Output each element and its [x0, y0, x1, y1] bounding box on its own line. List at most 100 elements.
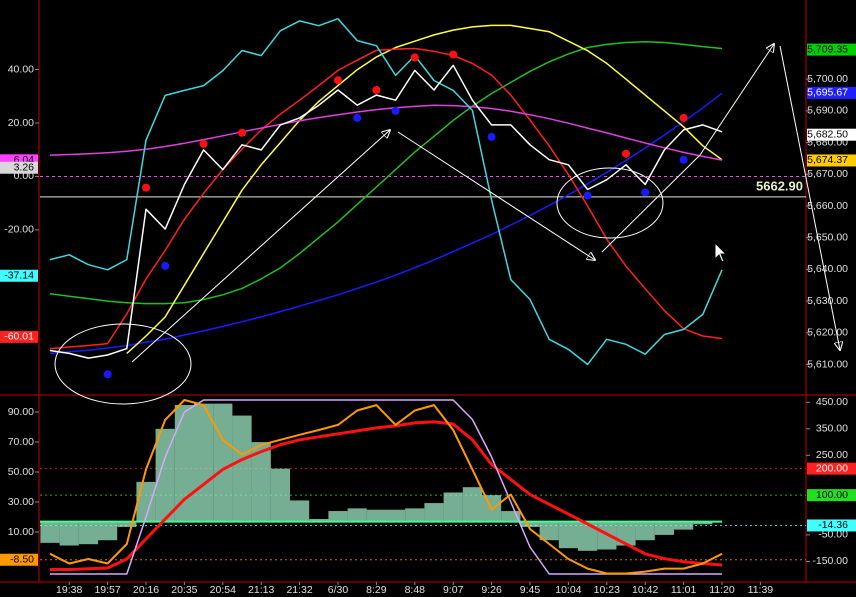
histogram-bar — [693, 521, 713, 525]
value-badge — [0, 330, 38, 343]
series-line — [49, 92, 723, 355]
x-tick-label: 10:23 — [594, 584, 620, 596]
tick-label: 5,670.00 — [807, 168, 848, 180]
value-badge — [0, 553, 38, 566]
badge-label: 100.00 — [816, 489, 848, 501]
marker-dot — [161, 261, 170, 270]
x-tick-label: 20:16 — [133, 584, 159, 596]
badge-label: -37.14 — [4, 270, 34, 282]
histogram-bar — [578, 521, 598, 551]
histogram-bar — [462, 487, 482, 522]
series-line — [49, 17, 723, 366]
level-label: 5662.90 — [756, 178, 803, 193]
x-tick-label: 21:13 — [248, 584, 274, 596]
tick-label: 20.00 — [8, 117, 34, 129]
value-badge — [807, 43, 856, 56]
x-tick-label: 10:04 — [555, 584, 581, 596]
histogram-bar — [194, 403, 214, 522]
histogram-bar — [232, 415, 252, 522]
histogram-bar — [347, 508, 367, 522]
x-tick-label: 20:35 — [171, 584, 197, 596]
x-tick-label: 9:07 — [443, 584, 464, 596]
tick-label: 5,630.00 — [807, 295, 848, 307]
arrow — [779, 45, 840, 350]
x-tick-label: 21:32 — [286, 584, 312, 596]
value-badge — [807, 154, 856, 167]
histogram-bar — [424, 503, 444, 522]
tick-label: -150.00 — [812, 555, 848, 567]
x-tick-label: 9:26 — [481, 584, 502, 596]
marker-dot — [641, 188, 650, 197]
histogram-bar — [40, 521, 60, 543]
x-tick-label: 9:45 — [520, 584, 541, 596]
badge-label: 3.26 — [14, 162, 35, 174]
tick-label: 5,610.00 — [807, 358, 848, 370]
value-badge — [807, 519, 856, 532]
histogram-bar — [78, 521, 98, 545]
tick-label: 5,640.00 — [807, 263, 848, 275]
tick-label: 50.00 — [8, 466, 34, 478]
histogram-bar — [290, 500, 310, 522]
value-badge — [807, 489, 856, 502]
marker-dot — [679, 113, 688, 122]
histogram-bar — [635, 521, 655, 541]
marker-dot — [334, 76, 342, 85]
series-line — [49, 64, 723, 359]
series-line — [126, 24, 723, 354]
histogram-bar — [98, 521, 118, 541]
annotations — [54, 44, 840, 405]
series-line — [49, 41, 723, 305]
marker-dot — [410, 53, 419, 62]
ellipse — [54, 323, 192, 405]
histogram-bar — [520, 521, 540, 527]
tick-label: 40.00 — [8, 63, 34, 75]
x-tick-label: 10:42 — [632, 584, 658, 596]
histogram-bar — [328, 511, 348, 522]
histogram-bar — [443, 492, 463, 522]
tick-label: -20.00 — [4, 224, 34, 236]
tick-label: -50.00 — [818, 529, 848, 541]
arrow — [131, 130, 390, 363]
histogram-bar — [117, 521, 137, 527]
x-tick-label: 8:48 — [405, 584, 426, 596]
tick-label: 450.00 — [816, 396, 848, 408]
tick-label: 10.00 — [8, 526, 34, 538]
arrow — [699, 44, 774, 156]
histogram-bar — [539, 521, 559, 541]
tick-label: 5,650.00 — [807, 231, 848, 243]
tick-label: 90.00 — [8, 406, 34, 418]
histogram-bar — [616, 521, 636, 546]
value-badge — [807, 86, 856, 99]
badge-label: -14.36 — [818, 519, 848, 531]
tick-label: 5,620.00 — [807, 327, 848, 339]
histogram-bar — [174, 404, 194, 522]
marker-dot — [449, 50, 458, 59]
badge-label: 5,674.37 — [807, 154, 848, 166]
marker-dot — [487, 132, 496, 141]
histogram-bar — [558, 521, 578, 549]
arrow — [397, 131, 595, 260]
x-tick-label: 11:39 — [748, 584, 774, 596]
badge-label: -8.50 — [10, 554, 34, 566]
histogram-bar — [155, 428, 175, 522]
arrow — [601, 154, 701, 253]
badge-label: 200.00 — [816, 462, 848, 474]
marker-dot — [353, 113, 362, 122]
badge-label: 5,682.50 — [807, 128, 848, 140]
x-tick-label: 19:57 — [94, 584, 120, 596]
tick-label: 5,690.00 — [807, 105, 848, 117]
tick-label: 250.00 — [816, 449, 848, 461]
x-tick-label: 20:54 — [210, 584, 236, 596]
cursor — [714, 241, 728, 263]
tick-label: 30.00 — [8, 496, 34, 508]
histogram-bar — [654, 521, 674, 535]
histogram-bar — [674, 521, 694, 530]
histogram-bar — [251, 442, 271, 522]
marker-dot — [679, 155, 688, 164]
series-line — [49, 399, 723, 575]
x-tick-label: 19:38 — [56, 584, 82, 596]
value-badge — [0, 161, 38, 174]
